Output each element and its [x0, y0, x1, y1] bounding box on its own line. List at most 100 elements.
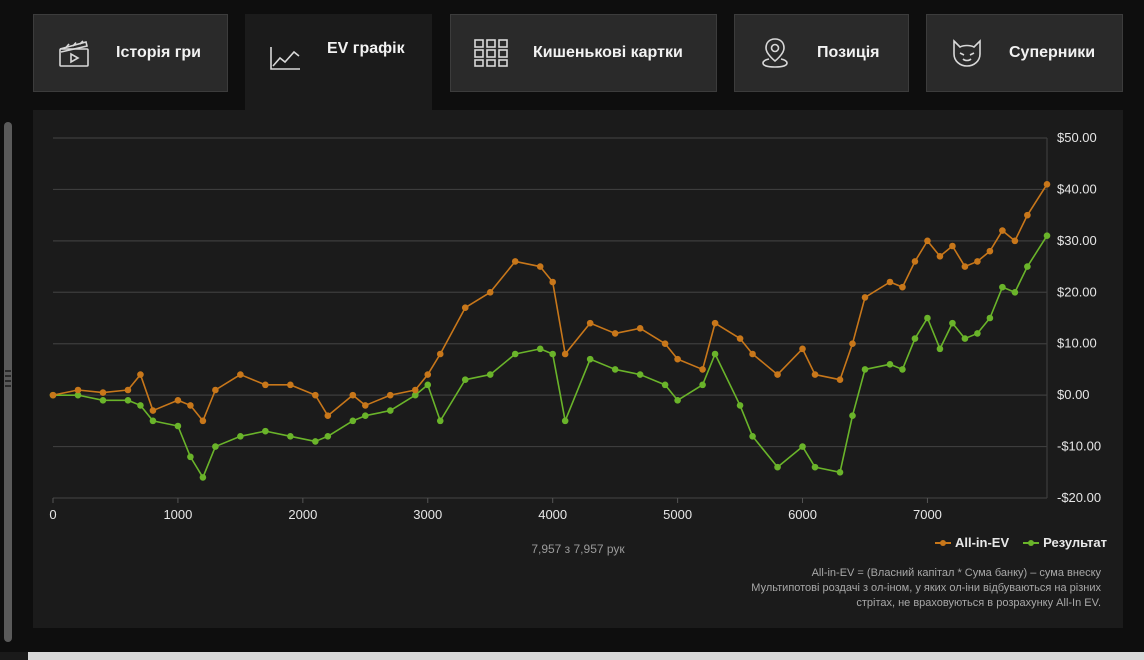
data-point: [486, 288, 494, 296]
tab-label: Позиція: [817, 44, 880, 61]
data-point: [1024, 211, 1031, 219]
data-point: [899, 283, 906, 291]
legend-item-all-in-ev[interactable]: All-in-EV: [934, 535, 1010, 550]
data-point: [911, 258, 919, 265]
data-point: [661, 340, 669, 348]
data-point: [774, 371, 781, 378]
y-axis-ticks: $50.00 $40.00 $30.00 $20.00 $10.00 $0.00 -$10.…: [1057, 130, 1101, 505]
data-point: [636, 324, 644, 332]
page-scrollbar[interactable]: [4, 122, 12, 642]
data-point: [486, 371, 494, 378]
data-point: [774, 463, 781, 471]
data-point: [636, 371, 644, 378]
chart-grid: [53, 137, 1048, 499]
scrollbar-grip: [5, 385, 11, 387]
data-point: [349, 391, 357, 399]
data-point: [986, 247, 994, 255]
legend-label: All-in-EV: [954, 535, 1010, 550]
tab-opponents[interactable]: Суперники: [926, 14, 1123, 92]
y-tick-label: $50.00: [1057, 130, 1097, 145]
cat-face-icon: [949, 35, 985, 71]
data-point: [836, 376, 844, 384]
data-point: [436, 350, 444, 358]
data-point: [262, 427, 269, 435]
scrollbar-grip: [5, 380, 11, 382]
data-point: [811, 371, 819, 378]
ev-line-chart: 0 1000 2000 3000 4000 5000 6000 7000 $50.00 $40.…: [49, 130, 1101, 522]
y-tick-label: $40.00: [1057, 181, 1097, 196]
data-point: [811, 463, 819, 471]
line-chart-icon: [267, 40, 303, 76]
y-tick-label: $20.00: [1057, 284, 1097, 299]
clapperboard-icon: [56, 35, 92, 71]
data-point: [174, 396, 182, 404]
data-point: [386, 391, 394, 399]
data-point: [886, 278, 894, 286]
ev-explanation-note: All-in-EV = (Власний капітал * Сума банк…: [641, 566, 1101, 611]
data-point: [424, 381, 432, 389]
data-point: [661, 381, 669, 389]
data-point: [949, 319, 956, 327]
tab-position[interactable]: Позиція: [734, 14, 909, 92]
data-point: [561, 350, 569, 358]
x-tick-label: 4000: [538, 507, 567, 522]
data-point: [149, 407, 157, 414]
data-point: [287, 381, 294, 389]
chart-legend: All-in-EV Результат: [934, 535, 1107, 550]
data-point: [961, 335, 969, 342]
bottom-strip: [0, 652, 1144, 660]
tab-pocket-cards[interactable]: Кишенькові картки: [450, 14, 717, 92]
x-tick-label: 3000: [413, 507, 442, 522]
data-point: [262, 381, 269, 389]
data-point: [199, 417, 207, 425]
data-point: [949, 242, 956, 250]
data-point: [749, 350, 756, 358]
data-point: [99, 396, 107, 404]
data-point: [237, 371, 244, 378]
data-point: [511, 258, 519, 265]
data-point: [74, 386, 82, 394]
note-line: стрітах, не враховуються в розрахунку Al…: [856, 597, 1101, 609]
data-point: [386, 407, 394, 414]
ev-chart-panel: 0 1000 2000 3000 4000 5000 6000 7000 $50.00 $40.…: [33, 110, 1123, 628]
data-point: [561, 417, 569, 425]
scrollbar-grip: [5, 375, 11, 377]
tab-ev-chart[interactable]: EV графік: [245, 14, 432, 112]
data-point: [436, 417, 444, 425]
data-point: [736, 402, 744, 409]
note-line: Мультипотові роздачі з ол-іном, у яких о…: [751, 582, 1101, 594]
y-tick-label: -$10.00: [1057, 439, 1101, 454]
data-point: [849, 412, 856, 420]
tab-label: Історія гри: [116, 44, 202, 61]
data-point: [49, 391, 57, 399]
data-point: [799, 443, 806, 450]
data-point: [699, 381, 706, 389]
x-tick-label: 2000: [288, 507, 317, 522]
data-point: [899, 366, 906, 373]
y-tick-label: $10.00: [1057, 336, 1097, 351]
scrollbar-grip: [5, 370, 11, 372]
data-point: [324, 432, 332, 440]
data-point: [799, 345, 806, 353]
data-point: [961, 263, 969, 270]
data-point: [511, 350, 519, 358]
data-point: [124, 386, 132, 394]
data-point: [974, 330, 981, 337]
hands-counter: 7,957 з 7,957 рук: [531, 542, 625, 556]
series-all-in-ev: [49, 180, 1051, 425]
data-point: [312, 391, 319, 399]
tab-game-history[interactable]: Історія гри: [33, 14, 228, 92]
legend-swatch: [1023, 539, 1040, 546]
x-tick-label: 5000: [663, 507, 692, 522]
data-point: [187, 402, 194, 409]
data-point: [886, 360, 894, 368]
legend-item-result[interactable]: Результат: [1023, 535, 1107, 550]
chart-series: [49, 180, 1051, 481]
x-tick-label: 0: [49, 507, 56, 522]
x-tick-label: 6000: [788, 507, 817, 522]
data-point: [549, 278, 556, 286]
data-point: [849, 340, 856, 348]
y-tick-label: $30.00: [1057, 233, 1097, 248]
data-point: [1011, 288, 1019, 296]
tab-label: Кишенькові картки: [533, 44, 683, 61]
